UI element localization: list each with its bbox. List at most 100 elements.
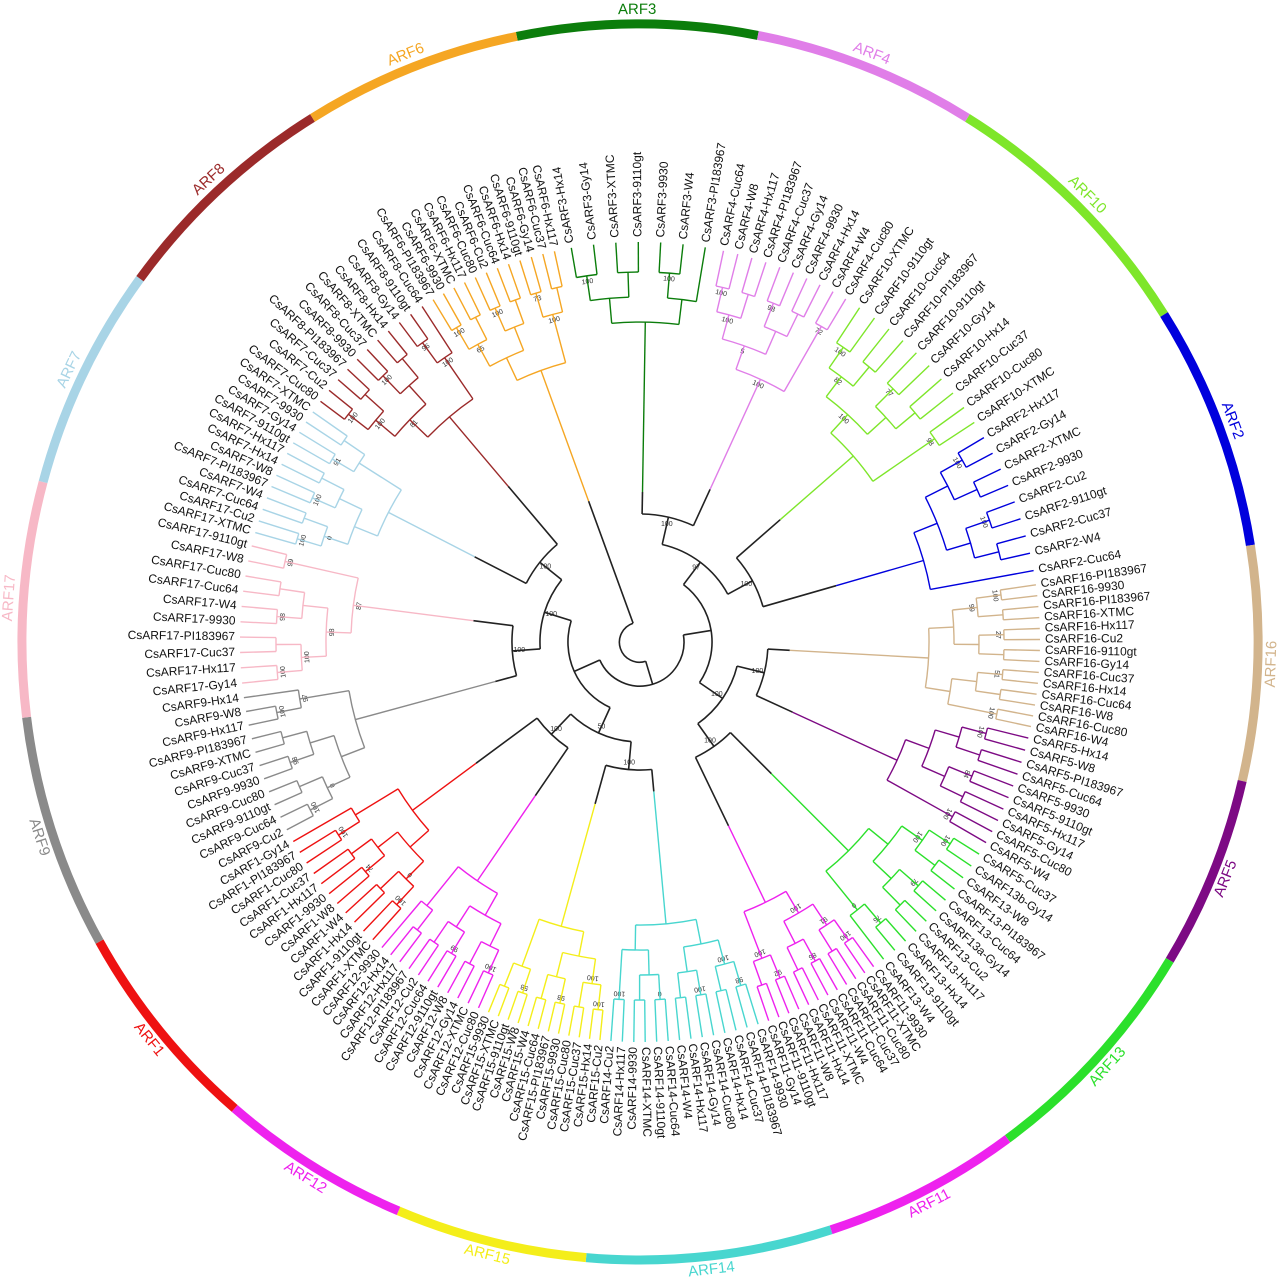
branch <box>299 690 350 700</box>
branch <box>248 560 284 569</box>
backbone-branch <box>736 665 765 674</box>
group-arc-arf6 <box>310 31 518 122</box>
backbone-branch <box>697 723 715 747</box>
branch-arc <box>582 981 601 986</box>
branch <box>497 987 510 1017</box>
branch <box>952 606 978 611</box>
branch <box>618 949 623 1000</box>
branch <box>485 272 501 307</box>
branch <box>375 419 396 437</box>
branch <box>343 439 366 456</box>
branch <box>895 412 916 430</box>
group-label: ARF3 <box>618 1 656 18</box>
branch <box>513 326 525 351</box>
group-arc-arf8 <box>136 114 315 282</box>
branch <box>872 438 936 482</box>
branch <box>484 893 499 916</box>
branch <box>474 277 491 311</box>
branch <box>745 983 759 1025</box>
branch <box>695 995 703 1038</box>
branch <box>599 1010 604 1041</box>
clade-stem <box>448 416 509 487</box>
branch-arc <box>951 609 955 645</box>
branch <box>901 825 923 841</box>
branch <box>341 747 365 758</box>
branch <box>336 875 370 905</box>
branch-arc <box>886 382 900 396</box>
backbone-arc <box>599 634 685 687</box>
branch <box>810 962 829 996</box>
branch <box>610 998 615 1041</box>
branch <box>930 569 1034 591</box>
branch <box>547 1002 556 1032</box>
leaf-label: CsARF3-XTMC <box>603 154 622 238</box>
branch-arc <box>996 543 1002 560</box>
branch <box>922 880 946 901</box>
branch <box>935 729 960 738</box>
branch <box>991 518 1021 529</box>
branch <box>450 931 466 954</box>
branch-arc <box>469 905 502 925</box>
branch <box>467 970 485 1004</box>
group-arc-arf14 <box>585 1225 833 1265</box>
branch <box>507 991 519 1020</box>
branch <box>390 926 414 956</box>
branch <box>868 827 889 845</box>
backbone-branch <box>694 756 730 827</box>
branch <box>530 256 542 292</box>
branch <box>716 287 724 312</box>
branch <box>442 293 462 326</box>
branch <box>894 909 917 932</box>
branch <box>468 941 482 965</box>
branch <box>978 653 1004 656</box>
branch-arc <box>276 665 279 680</box>
branch <box>785 891 800 914</box>
leaf-label: CsARF14-Cuc64 <box>662 1045 682 1137</box>
branch <box>309 797 333 811</box>
backbone-branch <box>627 741 632 770</box>
branch-arc <box>350 807 361 822</box>
branch <box>276 707 302 714</box>
leaf-label: CsARF14-9110gt <box>651 1046 669 1139</box>
branch <box>381 900 422 949</box>
branch <box>677 972 682 998</box>
group-arc-arf17 <box>17 480 48 718</box>
branch <box>299 776 323 788</box>
branch <box>695 970 702 995</box>
branch <box>487 949 500 974</box>
leaf-label: CsARF14-Cu2 <box>597 1045 617 1124</box>
branch <box>323 535 349 545</box>
branch <box>1002 605 1039 611</box>
branch-arc <box>955 726 963 748</box>
branch <box>938 421 975 446</box>
branch <box>555 952 564 977</box>
branch-arc <box>590 296 629 302</box>
branch <box>251 730 282 740</box>
branch <box>830 414 849 434</box>
branch <box>849 317 876 353</box>
leaf-label: CsARF17-PI183967 <box>128 628 236 643</box>
branch <box>362 900 394 932</box>
branch <box>875 926 896 951</box>
branch <box>519 260 532 296</box>
branch-arc <box>574 1005 584 1009</box>
branch-arc <box>999 589 1003 600</box>
leaf-label: CsARF16-Cuc37 <box>1043 665 1135 686</box>
branch-arc <box>939 472 956 501</box>
branch-arc <box>957 452 967 468</box>
branch <box>556 287 564 313</box>
branch <box>763 303 775 327</box>
branch <box>280 803 308 818</box>
branch <box>1002 669 1039 674</box>
branch-arc <box>392 900 402 909</box>
branch <box>914 849 936 866</box>
branch <box>995 718 1032 728</box>
leaf-label: CsARF17-9930 <box>153 609 237 627</box>
branch <box>1000 584 1037 591</box>
branch-arc <box>416 338 429 348</box>
branch <box>507 263 522 299</box>
leaf-label: CsARF14-9930 <box>625 1047 640 1130</box>
branch <box>281 463 320 484</box>
branch-arc <box>397 788 430 831</box>
